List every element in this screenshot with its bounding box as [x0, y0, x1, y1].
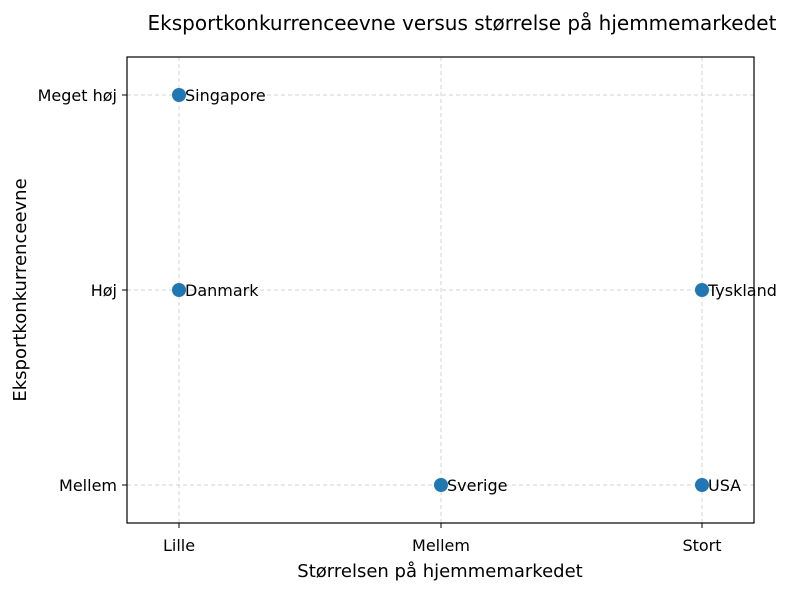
point-label-usa: USA: [708, 476, 741, 495]
data-point-usa: [695, 478, 709, 492]
y-tick-label-mellem: Mellem: [59, 476, 117, 495]
data-point-sverige: [434, 478, 448, 492]
data-point-tyskland: [695, 283, 709, 297]
point-label-danmark: Danmark: [185, 281, 259, 300]
axis-ticks: Lille Mellem Stort Mellem Høj Meget høj: [38, 86, 722, 555]
y-tick-label-meget-høj: Meget høj: [38, 86, 117, 105]
y-tick-label-høj: Høj: [91, 281, 117, 300]
y-axis-label: Eksportkonkurrenceevne: [10, 178, 31, 401]
data-points: Danmark Sverige Tyskland USA Singapore: [172, 86, 777, 495]
point-label-singapore: Singapore: [185, 86, 266, 105]
x-tick-label-stort: Stort: [682, 536, 721, 555]
x-axis-label: Størrelsen på hjemmemarkedet: [297, 561, 582, 582]
point-label-sverige: Sverige: [447, 476, 508, 495]
x-tick-label-lille: Lille: [163, 536, 195, 555]
data-point-danmark: [172, 283, 186, 297]
point-label-tyskland: Tyskland: [707, 281, 777, 300]
chart-title: Eksportkonkurrenceevne versus størrelse …: [148, 11, 777, 35]
x-tick-label-mellem: Mellem: [412, 536, 470, 555]
data-point-singapore: [172, 88, 186, 102]
